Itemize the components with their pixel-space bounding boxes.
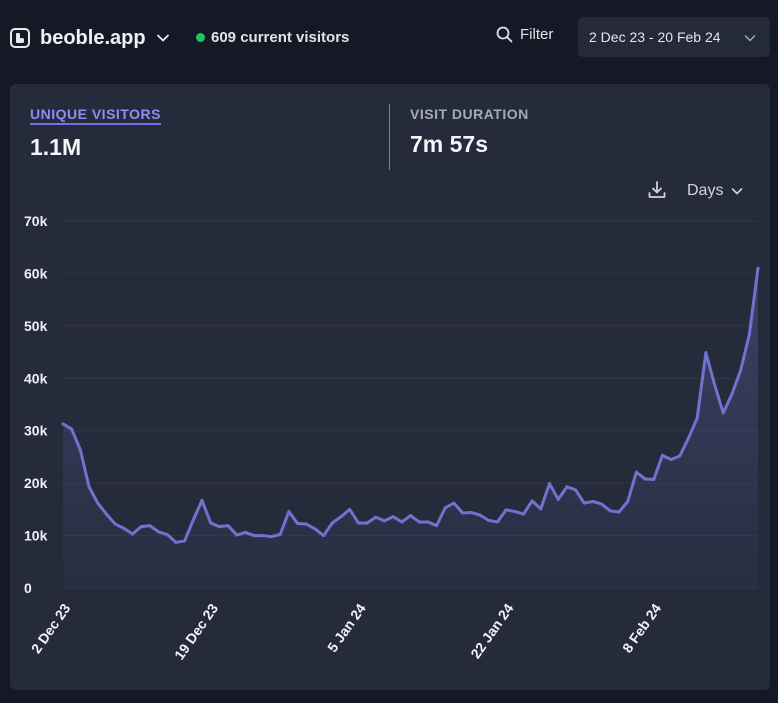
metric-value: 7m 57s (410, 131, 489, 157)
site-logo-icon (10, 28, 30, 48)
interval-picker[interactable]: Days (687, 182, 743, 200)
metric-label: VISIT DURATION (410, 106, 529, 122)
top-bar: beoble.app 609 current visitors Filter 2… (0, 0, 778, 78)
filter-label: Filter (520, 26, 554, 43)
site-name: beoble.app (40, 26, 146, 49)
interval-label: Days (687, 182, 724, 199)
metric-value: 1.1M (30, 134, 82, 160)
chevron-down-icon (732, 188, 743, 195)
date-range-picker[interactable]: 2 Dec 23 - 20 Feb 24 (578, 17, 770, 57)
site-switcher[interactable]: beoble.app (10, 24, 170, 52)
metric-label: UNIQUE VISITORS (30, 106, 161, 125)
main-graph-card: UNIQUE VISITORS 1.1M VISIT DURATION 7m 5… (10, 84, 770, 690)
live-dot-icon (196, 33, 205, 42)
current-visitors-label: 609 current visitors (211, 29, 350, 46)
metric-unique-visitors[interactable]: UNIQUE VISITORS 1.1M (30, 106, 161, 161)
metric-divider (389, 104, 390, 170)
metric-visit-duration[interactable]: VISIT DURATION 7m 57s (410, 106, 529, 158)
filter-button[interactable]: Filter (496, 26, 553, 43)
download-icon[interactable] (647, 180, 667, 200)
chevron-down-icon (156, 34, 169, 42)
search-icon (496, 26, 513, 43)
chevron-down-icon (744, 35, 756, 42)
date-range-label: 2 Dec 23 - 20 Feb 24 (589, 29, 721, 45)
current-visitors[interactable]: 609 current visitors (196, 29, 349, 46)
